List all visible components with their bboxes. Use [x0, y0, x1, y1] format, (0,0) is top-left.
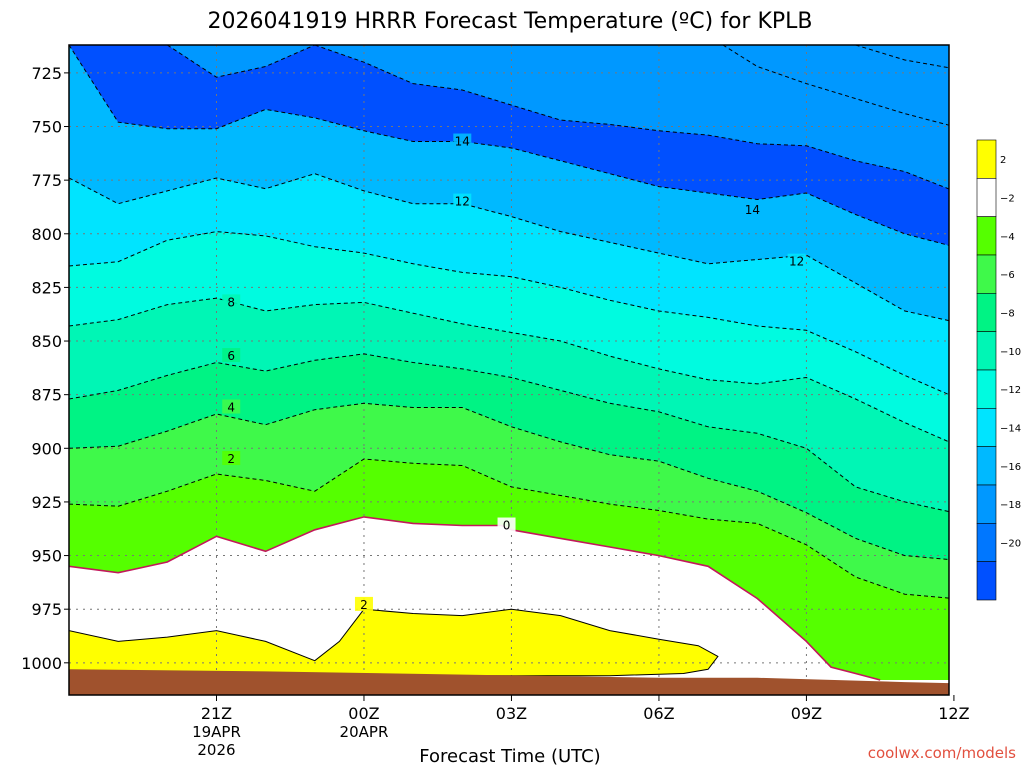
isotherm-label: 6 [227, 349, 235, 363]
isotherm-label-bg [497, 517, 516, 532]
colorbar-label: −8 [1000, 309, 1015, 320]
colorbar-label: −14 [1000, 424, 1021, 435]
y-tick-label: 825 [31, 278, 62, 297]
x-tick-label: 12Z [938, 704, 969, 723]
temperature-band-2 [69, 609, 718, 676]
colorbar-label: −16 [1000, 462, 1021, 473]
isotherm-label: 14 [455, 135, 470, 149]
y-tick-label: 875 [31, 386, 62, 405]
x-date-label: 19APR [192, 723, 241, 741]
isotherm-label-bg [222, 348, 241, 363]
y-tick-label: 725 [31, 64, 62, 83]
colorbar-label: −18 [1000, 500, 1021, 511]
x-tick-label: 09Z [791, 704, 822, 723]
ground-layer [69, 669, 949, 695]
colorbar-swatch [976, 561, 997, 601]
y-tick-label: 750 [31, 118, 62, 137]
isotherm-layer: 2 0 2 4 6 8 12 12 14 14 [69, 45, 949, 681]
y-axis: 725 750 775 800 825 850 875 900 925 950 975 1000 [21, 64, 69, 673]
colorbar-label: −2 [1000, 194, 1015, 205]
colorbar-swatch [976, 178, 997, 217]
colorbar-swatch [976, 293, 997, 332]
ground-terrain [69, 669, 949, 695]
colorbar-swatch [976, 369, 997, 409]
isotherm-label: 4 [227, 401, 235, 415]
plot-area: 2 0 2 4 6 8 12 12 14 14 [69, 45, 949, 695]
isotherm-minus-10 [69, 231, 949, 396]
x-tick-label: 00Z [348, 704, 379, 723]
isotherm-minus-16 [167, 45, 316, 78]
isotherm-label-bg [222, 451, 241, 466]
y-tick-label: 1000 [21, 654, 62, 673]
colorbar-swatch [976, 331, 997, 371]
x-tick-label: 03Z [496, 704, 527, 723]
colorbar-label: −10 [1000, 347, 1021, 358]
plot-frame [68, 44, 950, 696]
credit-text: coolwx.com/models [868, 744, 1016, 762]
x-axis-title: Forecast Time (UTC) [419, 746, 600, 767]
x-date-label: 20APR [340, 723, 389, 741]
isotherm-label-bg [222, 294, 241, 309]
y-tick-label: 850 [31, 332, 62, 351]
colorbar-label: −12 [1000, 385, 1021, 396]
colorbar-swatch [976, 216, 997, 256]
y-tick-label: 900 [31, 439, 62, 458]
colorbar-label: −6 [1000, 270, 1015, 281]
colorbar-label: −20 [1000, 539, 1021, 550]
colorbar-label: −4 [1000, 232, 1015, 243]
colorbar-swatch [976, 139, 997, 179]
x-tick-label: 06Z [643, 704, 674, 723]
isotherm-label-bg [743, 202, 762, 217]
isotherm-label: 2 [360, 598, 368, 612]
x-tick-label: 21Z [201, 704, 232, 723]
isotherm-label: 14 [745, 203, 760, 217]
colorbar-swatch [976, 408, 997, 447]
isotherm-minus-16 [314, 45, 949, 190]
isotherm-label-bg [222, 399, 241, 414]
isotherm-minus-14 [69, 45, 949, 246]
isotherm-minus-2 [69, 458, 949, 599]
isotherm-label-bg [453, 133, 472, 148]
isotherm-label: 12 [789, 255, 804, 269]
y-tick-label: 975 [31, 600, 62, 619]
isotherm-label: 2 [227, 452, 235, 466]
colorbar-legend: 2 −2 −4 −6 −8 −10 −12 −14 −16 −18 −20 [976, 139, 1021, 601]
colorbar-swatch [976, 523, 997, 562]
isotherm-label-bg [354, 596, 373, 611]
isotherm-label-bg [453, 193, 472, 208]
isotherm-label: 8 [227, 295, 235, 309]
temperature-fill-layer [69, 45, 949, 695]
isotherm-label: 0 [503, 519, 511, 533]
colorbar-swatch [976, 484, 997, 524]
temperature-pocket-minus-16 [167, 45, 315, 78]
temperature-band-minus-16 [314, 45, 949, 189]
y-tick-label: 800 [31, 225, 62, 244]
colorbar-swatch [976, 254, 997, 294]
isotherm-label-bg [787, 253, 806, 268]
isotherm-minus-4 [69, 402, 949, 560]
isotherm-label: 12 [455, 195, 470, 209]
y-tick-label: 775 [31, 171, 62, 190]
y-tick-label: 950 [31, 547, 62, 566]
chart-title: 2026041919 HRRR Forecast Temperature (ºC… [208, 9, 813, 34]
colorbar-label: 2 [1000, 155, 1006, 166]
isotherm-minus-6 [69, 353, 949, 513]
y-tick-label: 925 [31, 493, 62, 512]
isotherm-minus-18 [722, 45, 949, 126]
colorbar-swatch [976, 446, 997, 486]
x-year-label: 2026 [197, 741, 235, 759]
